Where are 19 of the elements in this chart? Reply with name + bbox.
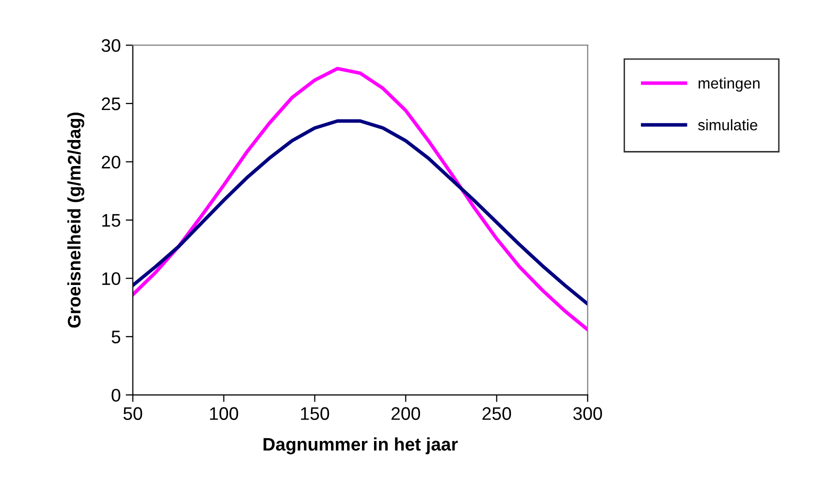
x-tick-label: 150	[301, 407, 330, 420]
y-tick-label: 25	[102, 97, 120, 110]
x-tick-label: 100	[210, 407, 238, 420]
y-tick-label: 0	[112, 388, 120, 402]
y-tick-label: 20	[102, 156, 120, 168]
x-axis-title: Dagnummer in het jaar	[264, 437, 458, 454]
y-tick-label: 10	[102, 272, 120, 286]
x-tick-label: 200	[392, 407, 420, 420]
x-tick-label: 250	[482, 407, 512, 420]
y-tick-label: 5	[112, 330, 120, 344]
line-series	[132, 119, 588, 306]
line-series	[132, 66, 588, 332]
x-tick-label: 50	[123, 407, 142, 420]
x-tick-label: 300	[573, 407, 602, 420]
legend-label: metingen	[698, 77, 760, 92]
y-tick-label: 15	[102, 214, 120, 227]
y-axis-title: Groeisnelheid (g/m2/dag)	[67, 112, 84, 328]
legend-label: simulatie	[698, 119, 758, 130]
y-tick-label: 30	[102, 39, 120, 52]
